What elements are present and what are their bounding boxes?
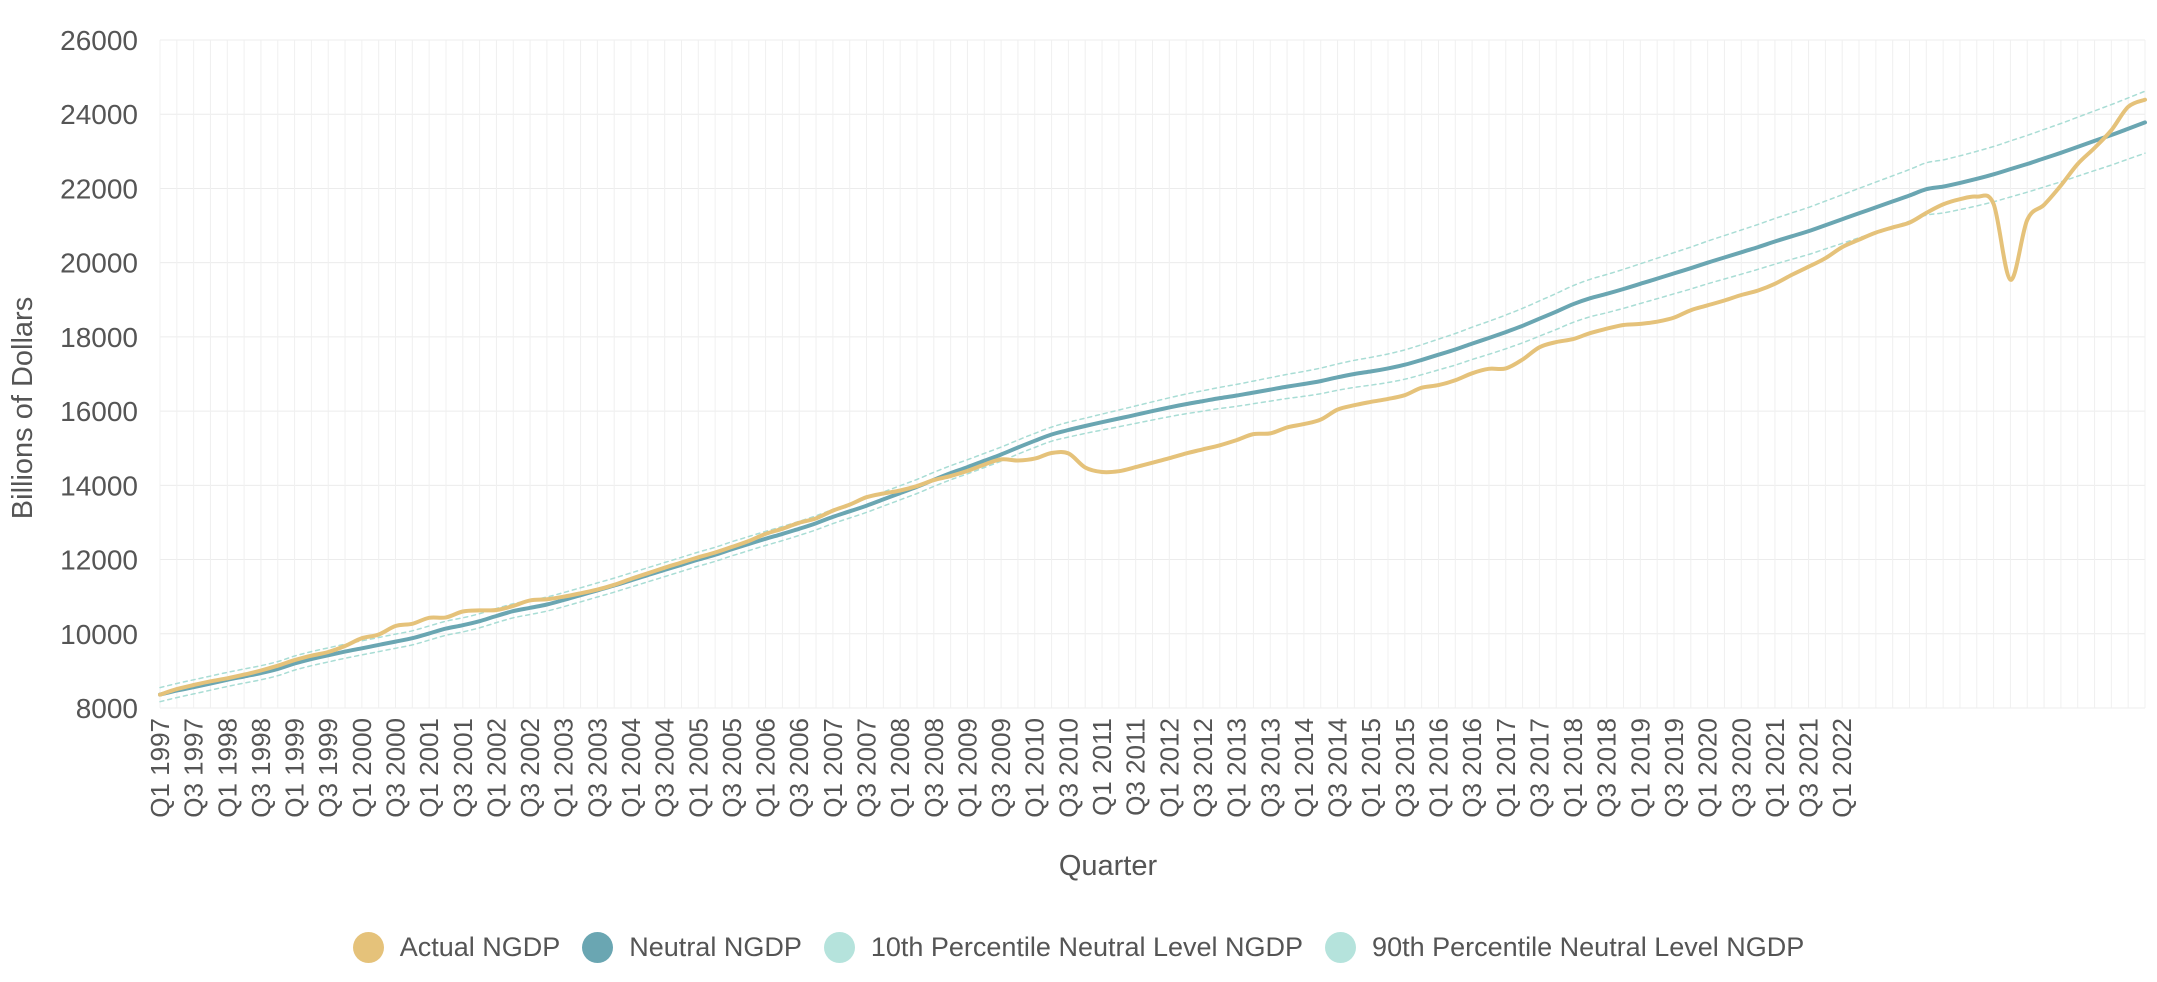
x-tick-label: Q3 1998 — [246, 718, 276, 818]
x-tick-label: Q1 2020 — [1693, 718, 1723, 818]
x-tick-label: Q3 2021 — [1794, 718, 1824, 818]
x-tick-label: Q3 2000 — [381, 718, 411, 818]
legend-swatch-actual-ngdp — [352, 932, 384, 963]
x-tick-label: Q3 1997 — [179, 718, 209, 818]
x-tick-label: Q1 2004 — [616, 718, 646, 818]
x-tick-label: Q1 2022 — [1827, 718, 1857, 818]
legend-swatch-10th-percentile — [823, 932, 855, 963]
y-tick-label: 16000 — [60, 396, 138, 427]
legend-swatch-neutral-ngdp — [582, 932, 614, 963]
x-tick-label: Q1 2016 — [1423, 718, 1453, 818]
x-tick-label: Q1 2003 — [549, 718, 579, 818]
legend-label-neutral-ngdp: Neutral NGDP — [629, 932, 802, 962]
y-tick-label: 10000 — [60, 619, 138, 650]
y-tick-label: 8000 — [76, 693, 138, 724]
x-tick-label: Q1 2001 — [414, 718, 444, 818]
legend-item-10th-percentile[interactable]: 10th Percentile Neutral Level NGDP — [823, 932, 1304, 963]
x-tick-label: Q3 2019 — [1659, 718, 1689, 818]
x-tick-label: Q3 2011 — [1121, 718, 1151, 816]
x-tick-label: Q3 2006 — [784, 718, 814, 818]
x-tick-label: Q1 2017 — [1491, 718, 1521, 818]
x-tick-label: Q1 2006 — [751, 718, 781, 818]
legend-item-90th-percentile[interactable]: 90th Percentile Neutral Level NGDP — [1325, 932, 1804, 963]
y-tick-label: 22000 — [60, 173, 138, 204]
line-chart: 8000 10000 12000 14000 16000 18000 20000 22000 2… — [7, 25, 2147, 882]
x-tick-label: Q3 2008 — [919, 718, 949, 818]
x-axis-ticks: Q1 1997 Q3 1997 Q1 1998 Q3 1998 Q1 1999 Q3 19… — [145, 718, 1857, 818]
x-tick-label: Q1 2007 — [818, 718, 848, 818]
x-tick-label: Q1 2008 — [885, 718, 915, 818]
x-tick-label: Q3 2014 — [1323, 718, 1353, 818]
x-tick-label: Q3 2015 — [1390, 718, 1420, 818]
legend-item-actual-ngdp[interactable]: Actual NGDP — [352, 932, 561, 963]
x-tick-label: Q3 2004 — [650, 718, 680, 818]
x-tick-label: Q3 2018 — [1592, 718, 1622, 818]
x-tick-label: Q1 2021 — [1760, 718, 1790, 818]
x-tick-label: Q1 1997 — [145, 718, 175, 818]
x-tick-label: Q1 2019 — [1625, 718, 1655, 818]
x-tick-label: Q1 2000 — [347, 718, 377, 818]
x-tick-label: Q3 1999 — [313, 718, 343, 818]
y-tick-label: 12000 — [60, 545, 138, 576]
x-tick-label: Q3 2017 — [1524, 718, 1554, 818]
x-tick-label: Q3 2003 — [582, 718, 612, 818]
x-tick-label: Q3 2009 — [986, 718, 1016, 818]
y-tick-label: 18000 — [60, 322, 138, 353]
x-tick-label: Q1 2014 — [1289, 718, 1319, 818]
y-tick-label: 26000 — [60, 25, 138, 56]
series-line-neutral-ngdp — [158, 120, 2147, 697]
x-axis-title: Quarter — [1059, 850, 1158, 882]
x-tick-label: Q1 2012 — [1154, 718, 1184, 818]
x-tick-label: Q1 2009 — [952, 718, 982, 818]
x-tick-label: Q3 2013 — [1255, 718, 1285, 818]
series-line-actual-ngdp — [158, 97, 2147, 697]
legend: Actual NGDP Neutral NGDP 10th Percentile… — [0, 932, 2157, 963]
x-tick-label: Q3 2007 — [852, 718, 882, 818]
x-tick-label: Q1 2010 — [1020, 718, 1050, 818]
y-axis-title: Billions of Dollars — [7, 297, 39, 519]
x-tick-label: Q1 1999 — [280, 718, 310, 818]
x-tick-label: Q3 2012 — [1188, 718, 1218, 818]
series-line-10th-percentile — [159, 152, 2146, 703]
x-tick-label: Q1 1998 — [212, 718, 242, 818]
x-tick-label: Q3 2001 — [448, 718, 478, 818]
x-tick-label: Q1 2011 — [1087, 718, 1117, 816]
x-tick-label: Q1 2018 — [1558, 718, 1588, 818]
x-tick-label: Q3 2010 — [1053, 718, 1083, 818]
x-tick-label: Q3 2005 — [717, 718, 747, 818]
x-gridlines — [159, 40, 2146, 708]
x-tick-label: Q1 2005 — [683, 718, 713, 818]
x-tick-label: Q3 2016 — [1457, 718, 1487, 818]
legend-swatch-90th-percentile — [1325, 932, 1357, 963]
x-tick-label: Q1 2015 — [1356, 718, 1386, 818]
y-tick-label: 20000 — [60, 248, 138, 279]
x-tick-label: Q3 2002 — [515, 718, 545, 818]
legend-item-neutral-ngdp[interactable]: Neutral NGDP — [582, 932, 802, 963]
series-layer — [158, 90, 2147, 703]
legend-label-actual-ngdp: Actual NGDP — [399, 932, 561, 962]
y-axis-ticks: 8000 10000 12000 14000 16000 18000 20000 22000 2… — [60, 25, 138, 724]
x-tick-label: Q1 2002 — [481, 718, 511, 818]
legend-label-90th-percentile: 90th Percentile Neutral Level NGDP — [1372, 932, 1805, 962]
x-tick-label: Q3 2020 — [1726, 718, 1756, 818]
y-tick-label: 14000 — [60, 470, 138, 501]
y-tick-label: 24000 — [60, 99, 138, 130]
legend-label-10th-percentile: 10th Percentile Neutral Level NGDP — [870, 932, 1304, 962]
x-tick-label: Q1 2013 — [1222, 718, 1252, 818]
